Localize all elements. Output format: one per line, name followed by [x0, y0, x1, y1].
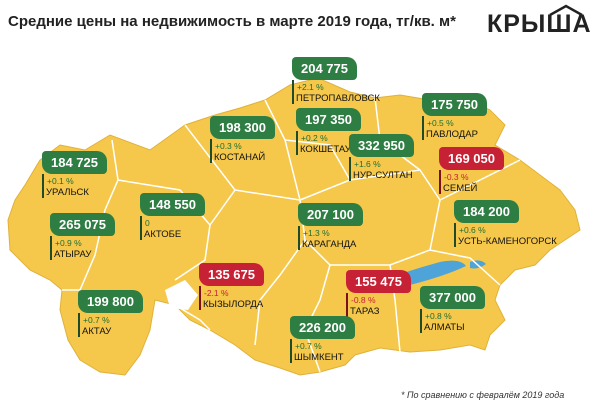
- city-name: ТАРАЗ: [350, 306, 380, 317]
- location-pin-icon: [454, 223, 456, 247]
- city-name: АКТОБЕ: [144, 229, 182, 240]
- price-change: +0.7 %: [83, 315, 110, 325]
- price-badge: 184 725: [42, 151, 107, 174]
- price-change: -2.1 %: [204, 288, 229, 298]
- price-badge: 332 950: [349, 134, 414, 157]
- caspian-sea: [0, 270, 95, 395]
- city-name: АКТАУ: [82, 326, 112, 337]
- city-semey: 169 050 -0.3 % СЕМЕЙ: [439, 147, 519, 197]
- price-badge: 377 000: [420, 286, 485, 309]
- price-badge: 204 775: [292, 57, 357, 80]
- city-name: КАРАГАНДА: [302, 239, 357, 250]
- city-name: АТЫРАУ: [54, 249, 92, 260]
- price-change: +0.1 %: [47, 176, 74, 186]
- region-borders: [62, 97, 521, 373]
- location-pin-icon: [50, 236, 52, 260]
- city-name: УРАЛЬСК: [46, 187, 89, 198]
- location-pin-icon: [42, 174, 44, 198]
- city-taraz: 155 475 -0.8 % ТАРАЗ: [346, 270, 426, 320]
- location-pin-icon: [199, 286, 201, 310]
- location-pin-icon: [140, 216, 142, 240]
- location-pin-icon: [296, 131, 298, 155]
- price-badge: 148 550: [140, 193, 205, 216]
- price-change: +0.5 %: [427, 118, 454, 128]
- city-kokshetau: 197 350 +0.2 % КОКШЕТАУ: [296, 108, 376, 158]
- price-change: +0.3 %: [215, 141, 242, 151]
- city-name: КОСТАНАЙ: [214, 152, 266, 163]
- city-kostanay: 198 300 +0.3 % КОСТАНАЙ: [210, 116, 290, 166]
- city-atyrau: 265 075 +0.9 % АТЫРАУ: [50, 213, 130, 263]
- price-change: +1.3 %: [303, 228, 330, 238]
- location-pin-icon: [290, 339, 292, 363]
- price-badge: 135 675: [199, 263, 264, 286]
- price-change: +0.2 %: [301, 133, 328, 143]
- price-badge: 155 475: [346, 270, 411, 293]
- price-change: +0.6 %: [459, 225, 486, 235]
- city-name: СЕМЕЙ: [443, 183, 478, 194]
- location-pin-icon: [78, 313, 80, 337]
- location-pin-icon: [422, 116, 424, 140]
- city-uralsk: 184 725 +0.1 % УРАЛЬСК: [42, 151, 122, 201]
- location-pin-icon: [439, 170, 441, 194]
- city-name: КЫЗЫЛОРДА: [203, 299, 264, 310]
- footnote: * По сравнению с февралём 2019 года: [401, 390, 565, 400]
- city-petropavlovsk: 204 775 +2.1 % ПЕТРОПАВЛОВСК: [292, 57, 380, 107]
- city-karaganda: 207 100 +1.3 % КАРАГАНДА: [298, 203, 378, 253]
- city-name: ПЕТРОПАВЛОВСК: [296, 93, 380, 104]
- city-name: ШЫМКЕНТ: [294, 352, 344, 363]
- city-name: АЛМАТЫ: [424, 322, 465, 333]
- price-badge: 199 800: [78, 290, 143, 313]
- price-change: +0.8 %: [425, 311, 452, 321]
- city-ust-kamenogorsk: 184 200 +0.6 % УСТЬ-КАМЕНОГОРСК: [454, 200, 557, 250]
- price-badge: 175 750: [422, 93, 487, 116]
- city-name: КОКШЕТАУ: [300, 144, 351, 155]
- price-change: 0: [145, 218, 150, 228]
- price-change: +0.7 %: [295, 341, 322, 351]
- price-badge: 198 300: [210, 116, 275, 139]
- city-name: ПАВЛОДАР: [426, 129, 478, 140]
- price-change: +0.9 %: [55, 238, 82, 248]
- price-badge: 197 350: [296, 108, 361, 131]
- city-aktobe: 148 550 0 АКТОБЕ: [140, 193, 220, 243]
- location-pin-icon: [210, 139, 212, 163]
- aral-sea: [165, 280, 198, 310]
- price-change: -0.3 %: [444, 172, 469, 182]
- price-badge: 265 075: [50, 213, 115, 236]
- price-badge: 207 100: [298, 203, 363, 226]
- city-pavlodar: 175 750 +0.5 % ПАВЛОДАР: [422, 93, 502, 143]
- city-name: УСТЬ-КАМЕНОГОРСК: [458, 236, 557, 247]
- city-aktau: 199 800 +0.7 % АКТАУ: [78, 290, 158, 340]
- brand-logo: КРЫША: [487, 10, 590, 38]
- logo-roof-icon: [549, 4, 583, 16]
- price-badge: 226 200: [290, 316, 355, 339]
- city-nur-sultan: 332 950 +1.6 % НУР-СУЛТАН: [349, 134, 429, 184]
- location-pin-icon: [292, 80, 294, 104]
- price-change: +2.1 %: [297, 82, 324, 92]
- page-title: Средние цены на недвижимость в марте 201…: [8, 13, 456, 30]
- location-pin-icon: [420, 309, 422, 333]
- city-shymkent: 226 200 +0.7 % ШЫМКЕНТ: [290, 316, 370, 366]
- location-pin-icon: [346, 293, 348, 317]
- city-name: НУР-СУЛТАН: [353, 170, 413, 181]
- city-almaty: 377 000 +0.8 % АЛМАТЫ: [420, 286, 500, 336]
- price-change: +1.6 %: [354, 159, 381, 169]
- location-pin-icon: [298, 226, 300, 250]
- location-pin-icon: [349, 157, 351, 181]
- price-badge: 169 050: [439, 147, 504, 170]
- city-kyzylorda: 135 675 -2.1 % КЫЗЫЛОРДА: [199, 263, 279, 313]
- price-change: -0.8 %: [351, 295, 376, 305]
- price-badge: 184 200: [454, 200, 519, 223]
